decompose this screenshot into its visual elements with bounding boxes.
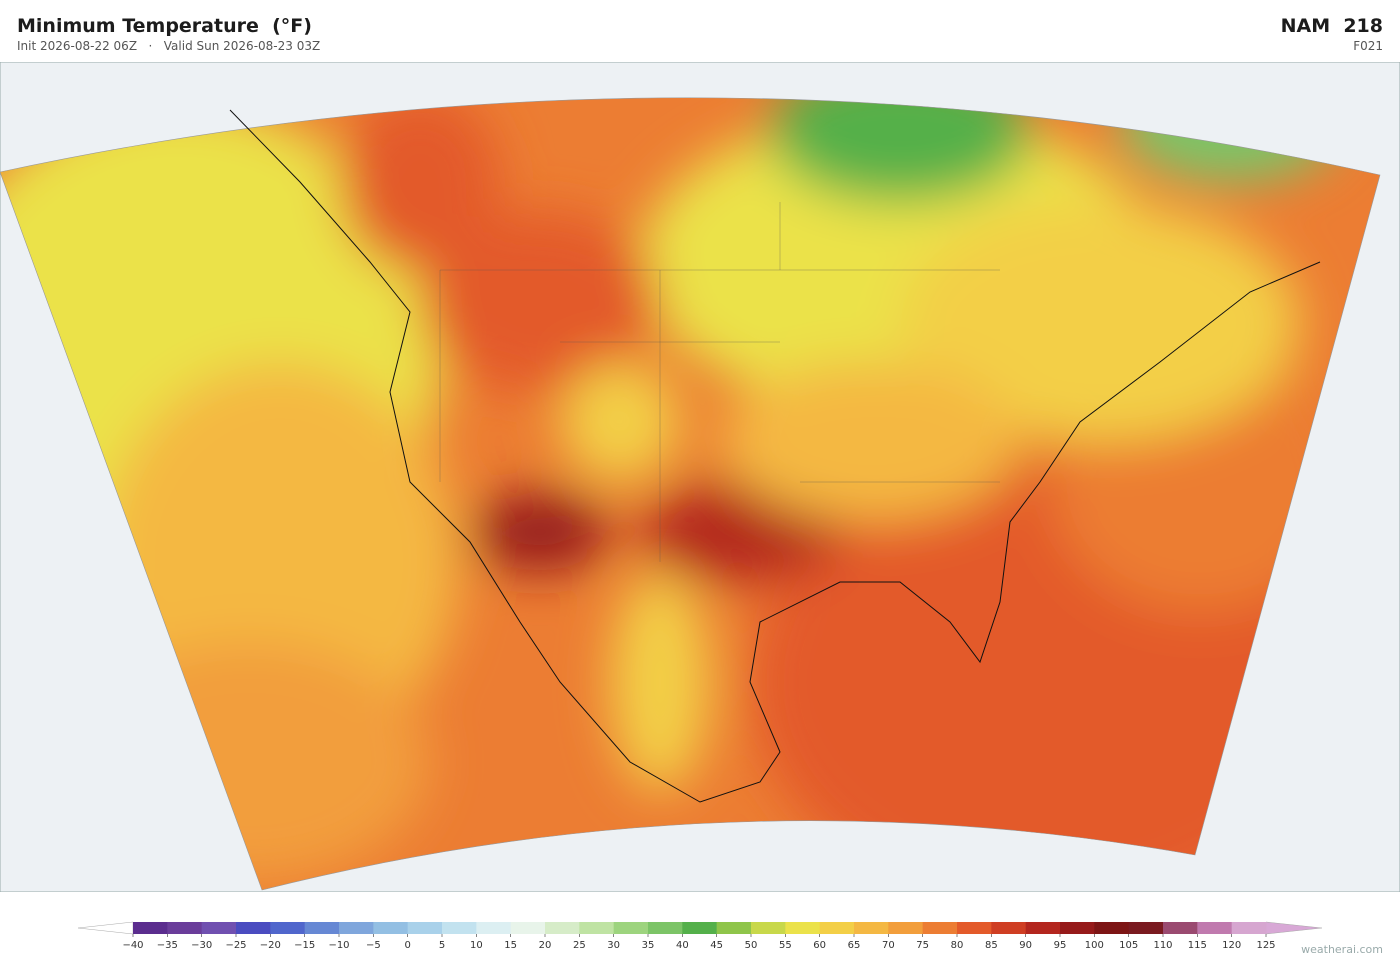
tick-label: 50 <box>745 940 758 951</box>
map-title: Minimum Temperature (°F) <box>17 15 312 37</box>
color-bin <box>819 922 855 934</box>
tick-label: −10 <box>328 940 349 951</box>
color-bin <box>1197 922 1233 934</box>
temperature-field <box>0 97 1380 891</box>
color-bin <box>1060 922 1095 934</box>
separator: · <box>148 39 153 53</box>
tick-label: 0 <box>404 940 410 951</box>
tick-label: 15 <box>504 940 517 951</box>
color-bin <box>339 922 374 934</box>
tick-label: 70 <box>882 940 895 951</box>
color-bin <box>854 922 889 934</box>
tick-label: 105 <box>1119 940 1138 951</box>
tick-label: 30 <box>607 940 620 951</box>
valid-time: Valid Sun 2026-08-23 03Z <box>163 39 321 53</box>
color-bin <box>991 922 1027 934</box>
tick-label: −20 <box>260 940 281 951</box>
color-bin <box>716 922 752 934</box>
tick-label: 10 <box>470 940 483 951</box>
tick-label: 110 <box>1153 940 1172 951</box>
color-bin <box>545 922 580 934</box>
color-bin <box>613 922 649 934</box>
color-bin <box>648 922 683 934</box>
subtitle: Init 2026-08-22 06Z · Valid Sun 2026-08-… <box>17 39 320 53</box>
tick-label: −5 <box>366 940 381 951</box>
coastline <box>229 109 1321 803</box>
tick-label: 95 <box>1054 940 1067 951</box>
tick-label: 115 <box>1188 940 1207 951</box>
tick-label: 100 <box>1085 940 1104 951</box>
tick-label: −35 <box>157 940 178 951</box>
tick-label: 45 <box>710 940 723 951</box>
tick-label: −15 <box>294 940 315 951</box>
color-bin <box>133 922 168 934</box>
color-bin <box>1025 922 1061 934</box>
color-bin <box>442 922 477 934</box>
tick-label: 90 <box>1019 940 1032 951</box>
color-bin <box>579 922 615 934</box>
tick-label: 80 <box>951 940 964 951</box>
tick-label: 20 <box>539 940 552 951</box>
tick-label: 25 <box>573 940 586 951</box>
color-bin <box>1231 922 1267 934</box>
color-bin <box>1094 922 1130 934</box>
over-triangle <box>1265 921 1323 935</box>
color-bin <box>751 922 786 934</box>
tick-label: −40 <box>122 940 143 951</box>
color-bin <box>1128 922 1164 934</box>
color-bin <box>236 922 271 934</box>
color-bin <box>304 922 340 934</box>
tick-label: 65 <box>848 940 861 951</box>
map <box>0 62 1400 892</box>
tick-label: 5 <box>439 940 445 951</box>
tick-label: −30 <box>191 940 212 951</box>
tick-label: 85 <box>985 940 998 951</box>
tick-label: 120 <box>1222 940 1241 951</box>
tick-label: 60 <box>813 940 826 951</box>
color-bin <box>1163 922 1198 934</box>
tick-label: 40 <box>676 940 689 951</box>
color-bin <box>167 922 203 934</box>
tick-label: 125 <box>1256 940 1275 951</box>
init-time: Init 2026-08-22 06Z <box>17 39 138 53</box>
color-bin <box>888 922 924 934</box>
color-bin <box>201 922 237 934</box>
color-bin <box>270 922 306 934</box>
color-bin <box>510 922 546 934</box>
under-triangle <box>77 921 134 935</box>
color-bin <box>957 922 992 934</box>
tick-label: 55 <box>779 940 792 951</box>
model-name: NAM 218 <box>1280 15 1383 37</box>
tick-label: 35 <box>642 940 655 951</box>
color-bin <box>785 922 821 934</box>
color-bin <box>476 922 512 934</box>
borders <box>439 202 1000 562</box>
color-bin <box>407 922 443 934</box>
color-bin <box>373 922 409 934</box>
color-bin <box>682 922 718 934</box>
color-bin <box>922 922 958 934</box>
tick-label: 75 <box>916 940 929 951</box>
colorbar: −40 −35 −30 −25 −20 −15 −10 −5 0 5 10 15 20 25 30 35 40 4… <box>77 921 1323 951</box>
credit: weatherai.com <box>1301 943 1383 956</box>
tick-label: −25 <box>225 940 246 951</box>
forecast-hour: F021 <box>1353 39 1383 53</box>
